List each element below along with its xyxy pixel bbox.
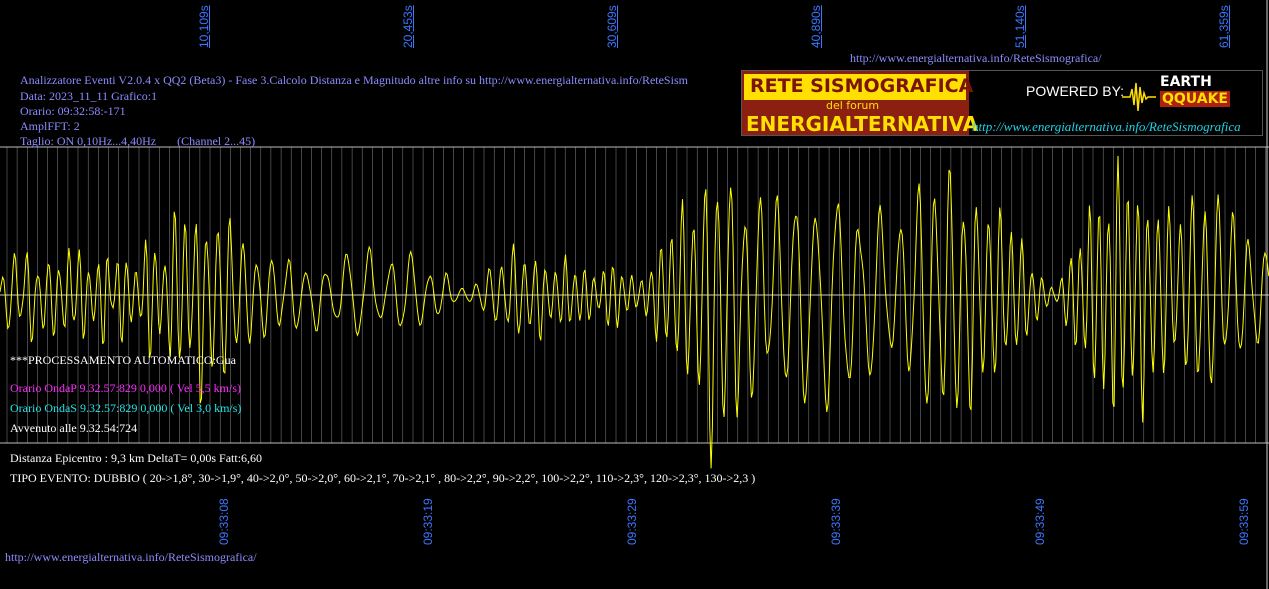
seismic-trace [0,155,1269,469]
onda-p: Orario OndaP 9.32.57:829 0,000 ( Vel 5,5… [10,381,241,395]
earthquake-logo-bottom: QQUAKE [1160,91,1230,107]
distanza-epicentro: Distanza Epicentro : 9,3 km DeltaT= 0,00… [10,451,263,465]
trace-group [0,155,1269,469]
bottom-tick-label: 09:33:49 [1033,498,1047,545]
header-title: Analizzatore Eventi V2.0.4 x QQ2 (Beta3)… [20,73,688,87]
top-tick-label: 40,890s [809,5,823,48]
header-time: Orario: 09:32:58:-171 [20,104,126,118]
bottom-tick-label: 09:33:29 [625,498,639,545]
bottom-tick-label: 09:33:39 [829,498,843,545]
earthquake-logo-top: EARTH [1160,74,1212,90]
tipo-evento: TIPO EVENTO: DUBBIO ( 20->1,8°, 30->1,9°… [10,471,756,485]
header-amplfft: AmplFFT: 2 [20,119,80,133]
bottom-tick-label: 09:33:19 [421,498,435,545]
bottom-url[interactable]: http://www.energialternativa.info/ReteSi… [5,550,257,564]
banner-url[interactable]: http://www.energialternativa.info/ReteSi… [972,119,1241,134]
top-tick-label: 10,109s [197,5,211,48]
header-date: Data: 2023_11_11 Grafico:1 [20,89,158,103]
top-tick-label: 51,140s [1013,5,1027,48]
banner-yellow-strip [744,74,966,100]
bottom-tick-label: 09:33:08 [217,498,231,545]
banner-subtitle: del forum [826,99,880,112]
top-tick-label: 20,453s [401,5,415,48]
processing-auto: ***PROCESSAMENTO AUTOMATICO:Gua [10,353,236,367]
rete-sismografica-banner[interactable]: RETE SISMOGRAFICA del forum ENERGIALTERN… [741,70,1263,136]
banner-name: ENERGIALTERNATIVA [746,112,979,136]
avvenuto: Avvenuto alle 9.32.54:724 [10,421,138,435]
seismograph-logo-icon [1122,82,1156,112]
top-tick-label: 61,359s [1217,5,1231,48]
top-url[interactable]: http://www.energialternativa.info/ReteSi… [850,51,1102,65]
onda-s: Orario OndaS 9.32.57:829 0,000 ( Vel 3,0… [10,401,242,415]
banner-powered: POWERED BY: [1026,83,1125,99]
bottom-tick-label: 09:33:59 [1237,498,1251,545]
header-filter: Taglio: ON 0,10Hz...4,40Hz (Channel 2...… [20,134,256,148]
top-tick-label: 30,609s [605,5,619,48]
banner-title: RETE SISMOGRAFICA [750,75,974,97]
